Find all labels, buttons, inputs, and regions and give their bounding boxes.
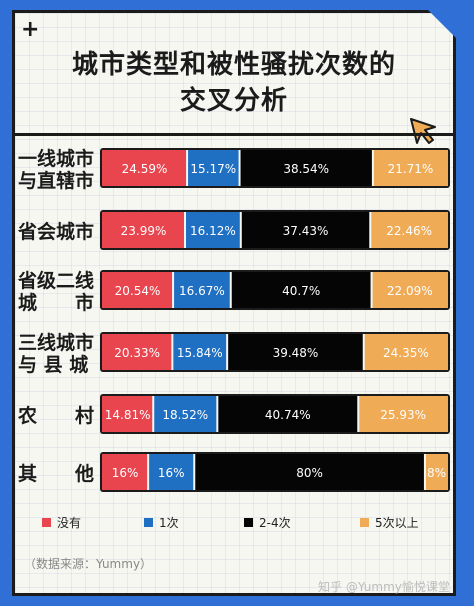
segment-separator	[226, 334, 229, 370]
bar-segment-2	[227, 334, 364, 370]
data-label: 16.12%	[190, 224, 236, 238]
legend-swatch	[360, 518, 369, 527]
data-source-note: （数据来源：Yummy）	[24, 557, 153, 571]
title-divider	[15, 133, 453, 136]
segment-separator	[357, 396, 360, 432]
bar-segment-2	[217, 396, 359, 432]
segment-separator	[193, 454, 196, 490]
segment-separator	[369, 212, 372, 248]
category-label: 其 他	[18, 462, 94, 485]
category-label: 省会城市	[17, 220, 94, 243]
segment-separator	[186, 150, 189, 186]
data-label: 16%	[112, 466, 139, 480]
category-label: 农 村	[17, 404, 94, 427]
bar-segment-2	[230, 272, 372, 308]
bar-segment-3	[358, 396, 448, 432]
data-label: 24.59%	[122, 162, 168, 176]
bar-segment-1	[185, 212, 241, 248]
plus-icon: +	[21, 17, 40, 42]
segment-separator	[216, 396, 219, 432]
data-label: 18.52%	[162, 408, 208, 422]
chart-title: 城市类型和被性骚扰次数的 交叉分析	[15, 47, 453, 119]
segment-separator	[147, 454, 150, 490]
legend-item: 5次以上	[360, 514, 419, 531]
bar-segment-2	[240, 212, 371, 248]
segment-separator	[152, 396, 155, 432]
category-label: 三线城市	[18, 331, 94, 354]
segment-separator	[238, 150, 241, 186]
data-label: 40.7%	[282, 284, 320, 298]
chart-legend: 没有 1次 2-4次 5次以上	[22, 514, 452, 534]
category-label: 与 县 城	[18, 353, 88, 376]
bar-segment-0	[102, 150, 188, 186]
watermark-text: 知乎 @Yummy愉悦课堂	[318, 580, 450, 594]
data-label: 39.48%	[273, 346, 319, 360]
legend-swatch	[144, 518, 153, 527]
segment-separator	[239, 212, 242, 248]
bar-segment-1	[187, 150, 240, 186]
data-label: 15.84%	[177, 346, 223, 360]
legend-item: 没有	[42, 514, 81, 531]
category-label: 城 市	[18, 291, 94, 314]
category-label: 与直辖市	[18, 169, 94, 192]
bar-segment-2	[239, 150, 373, 186]
legend-swatch	[244, 518, 253, 527]
segment-separator	[423, 454, 426, 490]
segment-separator	[172, 272, 175, 308]
data-label: 16%	[158, 466, 185, 480]
bar-segment-1	[172, 334, 228, 370]
segment-separator	[370, 272, 373, 308]
bar-segment-0	[102, 396, 154, 432]
bar-segment-0	[102, 272, 174, 308]
bar-segment-1	[173, 272, 231, 308]
bar-segment-3	[371, 272, 448, 308]
bar-segment-2	[194, 454, 425, 490]
data-label: 40.74%	[265, 408, 311, 422]
data-label: 21.71%	[388, 162, 434, 176]
data-label: 8%	[427, 466, 446, 480]
category-label: 省级二线	[17, 269, 94, 292]
data-label: 37.43%	[283, 224, 329, 238]
data-label: 38.54%	[283, 162, 329, 176]
bar-segment-1	[153, 396, 218, 432]
data-label: 20.33%	[114, 346, 160, 360]
legend-item: 2-4次	[244, 514, 291, 531]
data-label: 20.54%	[115, 284, 161, 298]
data-label: 15.17%	[190, 162, 236, 176]
bar-segment-0	[102, 334, 173, 370]
bar-segment-3	[372, 150, 448, 186]
bar-segment-0	[102, 212, 186, 248]
bar-segment-0	[102, 454, 149, 490]
bar-segment-1	[148, 454, 195, 490]
data-label: 23.99%	[121, 224, 167, 238]
legend-swatch	[42, 518, 51, 527]
bar-segment-3	[363, 334, 448, 370]
segment-separator	[229, 272, 232, 308]
legend-label: 没有	[57, 516, 82, 530]
legend-label: 1次	[159, 516, 179, 530]
cursor-arrow-icon	[410, 118, 436, 144]
data-label: 25.93%	[380, 408, 426, 422]
segment-separator	[371, 150, 374, 186]
category-label: 一线城市	[18, 147, 94, 170]
data-label: 16.67%	[179, 284, 225, 298]
data-label: 22.09%	[387, 284, 433, 298]
folded-corner-decoration	[428, 10, 456, 38]
segment-separator	[362, 334, 365, 370]
bar-segment-3	[424, 454, 448, 490]
segment-separator	[171, 334, 174, 370]
data-label: 80%	[296, 466, 323, 480]
title-line-2: 交叉分析	[179, 86, 288, 116]
legend-label: 2-4次	[259, 516, 291, 530]
title-line-1: 城市类型和被性骚扰次数的	[71, 50, 396, 80]
data-label: 22.46%	[386, 224, 432, 238]
data-label: 24.35%	[383, 346, 429, 360]
data-label: 14.81%	[105, 408, 151, 422]
bar-segment-3	[370, 212, 448, 248]
legend-label: 5次以上	[375, 516, 419, 530]
segment-separator	[184, 212, 187, 248]
legend-item: 1次	[144, 514, 179, 531]
